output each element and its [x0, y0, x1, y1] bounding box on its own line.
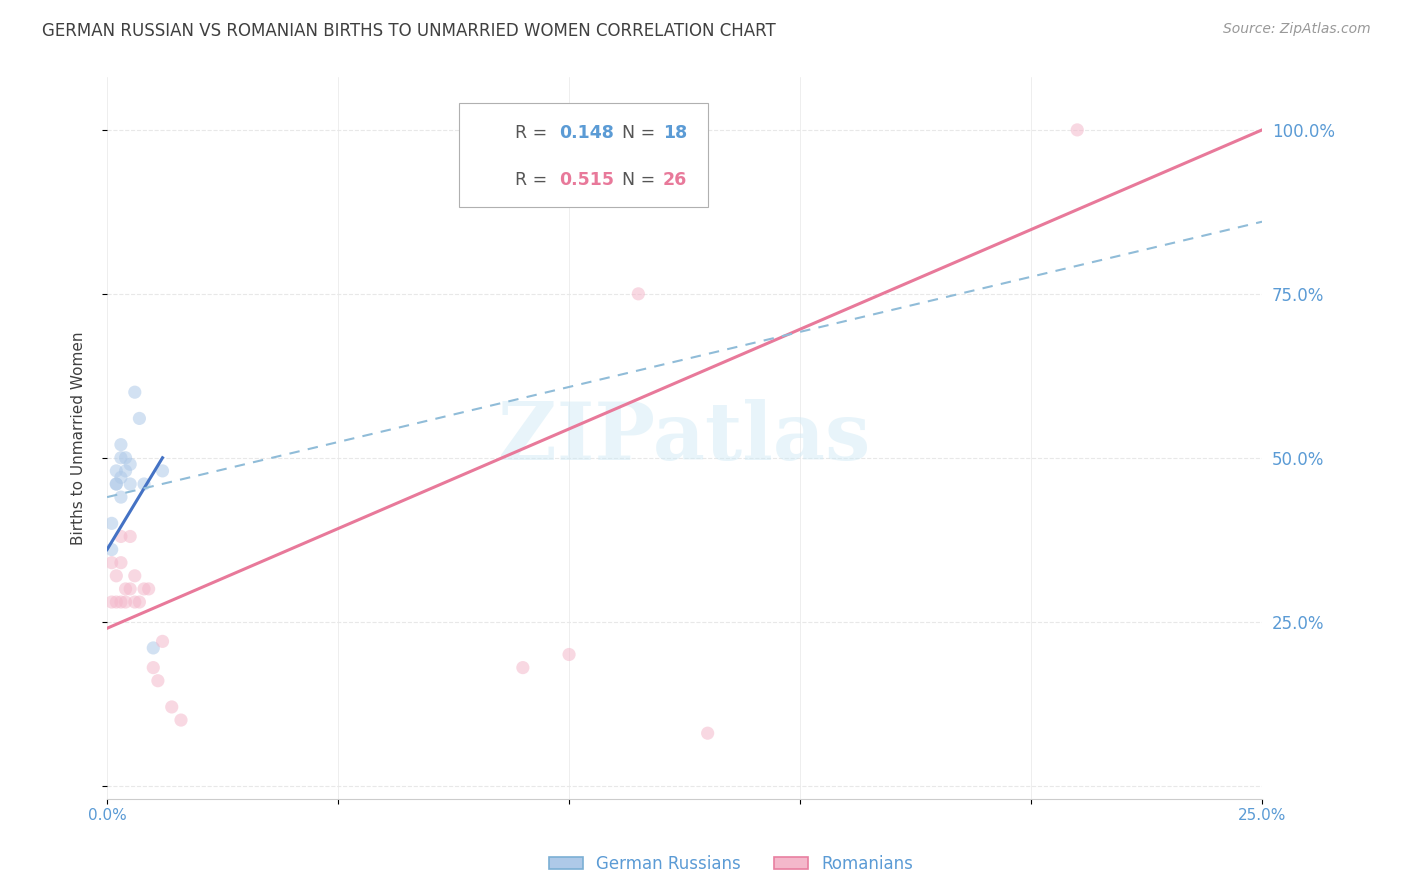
Point — [124, 385, 146, 400]
Point — [142, 660, 165, 674]
Text: 26: 26 — [662, 171, 688, 189]
Point — [170, 713, 193, 727]
Point — [114, 464, 136, 478]
Point — [696, 726, 718, 740]
Point — [110, 450, 132, 465]
Point — [120, 477, 142, 491]
Point — [132, 582, 155, 596]
Point — [110, 437, 132, 451]
Point — [114, 582, 136, 596]
Point — [100, 556, 122, 570]
Point — [114, 450, 136, 465]
Point — [152, 634, 174, 648]
Point — [114, 595, 136, 609]
Point — [146, 673, 169, 688]
Point — [105, 477, 128, 491]
Text: 0.148: 0.148 — [558, 124, 613, 142]
Point — [152, 464, 174, 478]
Point — [160, 700, 183, 714]
Text: N =: N = — [610, 171, 661, 189]
Point — [110, 529, 132, 543]
Point — [1066, 123, 1088, 137]
Point — [110, 595, 132, 609]
Text: R =: R = — [515, 171, 553, 189]
Point — [142, 640, 165, 655]
Text: N =: N = — [610, 124, 661, 142]
FancyBboxPatch shape — [460, 103, 707, 207]
Point — [138, 582, 160, 596]
Point — [105, 569, 128, 583]
Text: GERMAN RUSSIAN VS ROMANIAN BIRTHS TO UNMARRIED WOMEN CORRELATION CHART: GERMAN RUSSIAN VS ROMANIAN BIRTHS TO UNM… — [42, 22, 776, 40]
Point — [105, 477, 128, 491]
Point — [627, 286, 650, 301]
Text: R =: R = — [515, 124, 553, 142]
Point — [120, 458, 142, 472]
Point — [105, 464, 128, 478]
Point — [105, 595, 128, 609]
Point — [110, 470, 132, 484]
Point — [100, 516, 122, 531]
Point — [128, 411, 150, 425]
Text: Source: ZipAtlas.com: Source: ZipAtlas.com — [1223, 22, 1371, 37]
Point — [124, 595, 146, 609]
Legend: German Russians, Romanians: German Russians, Romanians — [543, 848, 920, 880]
Point — [100, 542, 122, 557]
Point — [110, 490, 132, 504]
Point — [120, 582, 142, 596]
Text: 18: 18 — [662, 124, 688, 142]
Text: ZIPatlas: ZIPatlas — [499, 399, 870, 477]
Point — [132, 477, 155, 491]
Point — [512, 660, 534, 674]
Y-axis label: Births to Unmarried Women: Births to Unmarried Women — [72, 331, 86, 545]
Point — [558, 648, 581, 662]
Point — [124, 569, 146, 583]
Point — [120, 529, 142, 543]
Point — [100, 595, 122, 609]
Point — [110, 556, 132, 570]
Text: 0.515: 0.515 — [558, 171, 613, 189]
Point — [128, 595, 150, 609]
